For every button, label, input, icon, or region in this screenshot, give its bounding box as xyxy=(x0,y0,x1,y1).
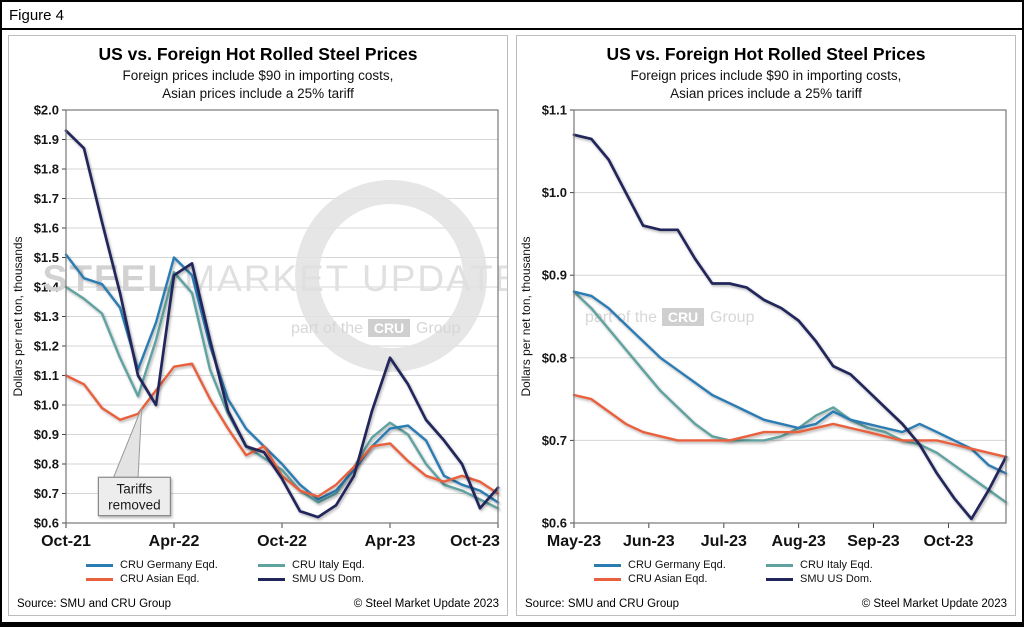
legend-item-germany: CRU Germany Eqd. xyxy=(594,559,766,571)
svg-text:Oct-23: Oct-23 xyxy=(450,533,500,550)
svg-text:Apr-22: Apr-22 xyxy=(149,533,200,550)
svg-text:$1.2: $1.2 xyxy=(34,339,59,354)
chart-subtitle-right-line2: Asian prices include a 25% tariff xyxy=(670,86,862,101)
svg-text:$2.0: $2.0 xyxy=(34,104,59,118)
svg-text:$1.6: $1.6 xyxy=(34,221,59,236)
legend-row: CRU Germany Eqd. CRU Italy Eqd. xyxy=(86,559,430,571)
svg-text:Tariffs: Tariffs xyxy=(117,481,153,496)
svg-text:CRU: CRU xyxy=(668,309,698,325)
chart-legend-left: CRU Germany Eqd. CRU Italy Eqd. CRU Asia… xyxy=(9,559,507,585)
legend-label-asian: CRU Asian Eqd. xyxy=(120,573,200,585)
svg-text:$1.9: $1.9 xyxy=(34,132,59,147)
us-line-swatch-icon xyxy=(258,577,285,581)
chart-title-right: US vs. Foreign Hot Rolled Steel Prices xyxy=(606,44,926,64)
svg-text:$0.6: $0.6 xyxy=(34,516,59,531)
legend-label-us: SMU US Dom. xyxy=(292,573,365,585)
svg-text:$0.9: $0.9 xyxy=(34,427,59,442)
svg-text:$0.6: $0.6 xyxy=(542,516,567,531)
legend-item-asian: CRU Asian Eqd. xyxy=(86,573,258,585)
svg-text:Group: Group xyxy=(710,309,755,326)
panel-right: US vs. Foreign Hot Rolled Steel Prices F… xyxy=(516,35,1016,616)
legend-item-italy: CRU Italy Eqd. xyxy=(258,559,430,571)
svg-text:$0.7: $0.7 xyxy=(34,486,59,501)
svg-text:part of the: part of the xyxy=(585,309,657,326)
svg-text:$1.8: $1.8 xyxy=(34,162,59,177)
svg-text:$1.1: $1.1 xyxy=(34,368,59,383)
legend-item-us: SMU US Dom. xyxy=(258,573,430,585)
panel-footer-left: Source: SMU and CRU Group © Steel Market… xyxy=(9,596,507,613)
legend-label-italy: CRU Italy Eqd. xyxy=(800,559,873,571)
steel-price-line-chart-2023-detail: $0.6 $0.7 $0.8 $0.9 $1.0 $1.1 part of the CRU Gr… xyxy=(519,104,1008,550)
svg-text:$1.3: $1.3 xyxy=(34,309,59,324)
svg-text:Oct-23: Oct-23 xyxy=(924,533,974,550)
legend-label-italy: CRU Italy Eqd. xyxy=(292,559,365,571)
panel-footer-right: Source: SMU and CRU Group © Steel Market… xyxy=(517,596,1015,613)
svg-text:$1.7: $1.7 xyxy=(34,191,59,206)
svg-text:$0.8: $0.8 xyxy=(34,457,59,472)
source-note: Source: SMU and CRU Group xyxy=(17,598,172,610)
figure-label: Figure 4 xyxy=(2,2,1022,30)
chart-legend-right: CRU Germany Eqd. CRU Italy Eqd. CRU Asia… xyxy=(517,559,1015,585)
panel-left: US vs. Foreign Hot Rolled Steel Prices F… xyxy=(8,35,508,616)
svg-text:Sep-23: Sep-23 xyxy=(847,533,900,550)
legend-item-us: SMU US Dom. xyxy=(766,573,938,585)
legend-label-germany: CRU Germany Eqd. xyxy=(120,559,218,571)
legend-item-germany: CRU Germany Eqd. xyxy=(86,559,258,571)
asian-line-swatch-icon xyxy=(86,577,113,581)
italy-line-swatch-icon xyxy=(258,563,285,567)
legend-label-asian: CRU Asian Eqd. xyxy=(628,573,708,585)
legend-label-germany: CRU Germany Eqd. xyxy=(628,559,726,571)
copyright-note: © Steel Market Update 2023 xyxy=(861,598,1007,610)
svg-text:May-23: May-23 xyxy=(547,533,601,550)
chart-subtitle-right-line1: Foreign prices include $90 in importing … xyxy=(630,68,902,83)
svg-text:$0.8: $0.8 xyxy=(542,350,567,365)
charts-area: US vs. Foreign Hot Rolled Steel Prices F… xyxy=(2,30,1022,622)
svg-text:removed: removed xyxy=(108,497,161,512)
svg-text:Jun-23: Jun-23 xyxy=(623,533,675,550)
legend-row: CRU Germany Eqd. CRU Italy Eqd. xyxy=(594,559,938,571)
chart-title-left: US vs. Foreign Hot Rolled Steel Prices xyxy=(98,44,418,64)
svg-text:Oct-21: Oct-21 xyxy=(41,533,91,550)
svg-text:Dollars per net ton, thousands: Dollars per net ton, thousands xyxy=(11,236,25,396)
germany-line-swatch-icon xyxy=(594,563,621,567)
svg-text:Group: Group xyxy=(416,320,461,337)
svg-text:part of the: part of the xyxy=(291,320,363,337)
chart-subtitle-left-line1: Foreign prices include $90 in importing … xyxy=(122,68,394,83)
source-note: Source: SMU and CRU Group xyxy=(525,598,680,610)
germany-line-swatch-icon xyxy=(86,563,113,567)
steel-price-line-chart-2021-2023: $0.6 $0.7 $0.8 $0.9 $1.0 $1.1 $1.2 $1.3 $1.4 $1.5… xyxy=(11,104,507,550)
svg-text:$1.5: $1.5 xyxy=(34,250,59,265)
italy-line-swatch-icon xyxy=(766,563,793,567)
svg-text:$0.9: $0.9 xyxy=(542,268,567,283)
svg-text:Jul-23: Jul-23 xyxy=(701,533,747,550)
svg-text:$1.0: $1.0 xyxy=(34,398,59,413)
legend-item-italy: CRU Italy Eqd. xyxy=(766,559,938,571)
legend-row: CRU Asian Eqd. SMU US Dom. xyxy=(86,573,430,585)
svg-text:STEEL MARKET UPDATE: STEEL MARKET UPDATE xyxy=(43,258,507,299)
us-line-swatch-icon xyxy=(766,577,793,581)
legend-label-us: SMU US Dom. xyxy=(800,573,873,585)
legend-row: CRU Asian Eqd. SMU US Dom. xyxy=(594,573,938,585)
asian-line-swatch-icon xyxy=(594,577,621,581)
svg-text:Oct-22: Oct-22 xyxy=(257,533,307,550)
svg-text:Apr-23: Apr-23 xyxy=(365,533,416,550)
svg-text:CRU: CRU xyxy=(374,320,404,336)
legend-item-asian: CRU Asian Eqd. xyxy=(594,573,766,585)
svg-text:$1.0: $1.0 xyxy=(542,185,567,200)
svg-text:$1.4: $1.4 xyxy=(34,280,60,295)
chart-subtitle-left-line2: Asian prices include a 25% tariff xyxy=(162,86,354,101)
svg-text:$1.1: $1.1 xyxy=(542,104,567,118)
svg-text:$0.7: $0.7 xyxy=(542,433,567,448)
svg-text:Dollars per net ton, thousands: Dollars per net ton, thousands xyxy=(519,236,533,396)
svg-text:Aug-23: Aug-23 xyxy=(772,533,826,550)
copyright-note: © Steel Market Update 2023 xyxy=(353,598,499,610)
